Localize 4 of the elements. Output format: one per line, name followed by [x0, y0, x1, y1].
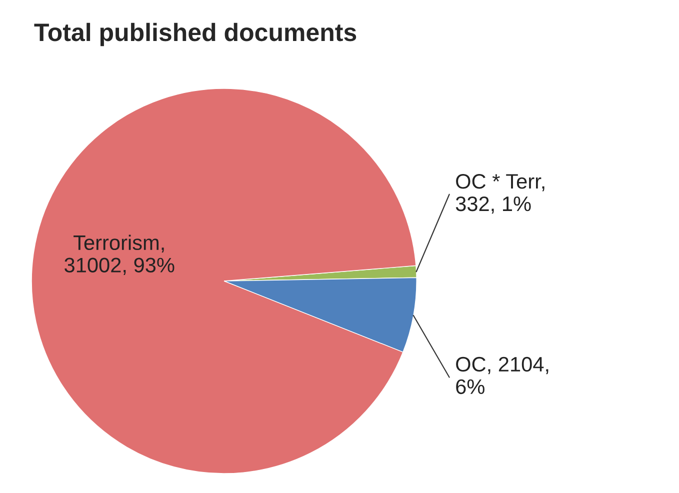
- slice-label: OC, 2104, 6%: [456, 356, 548, 394]
- slice-label: OC * Terr, 332, 1%: [456, 174, 544, 214]
- chart-title: Total published documents: [34, 22, 356, 46]
- slice-label: Terrorism, 31002, 93%: [64, 234, 174, 275]
